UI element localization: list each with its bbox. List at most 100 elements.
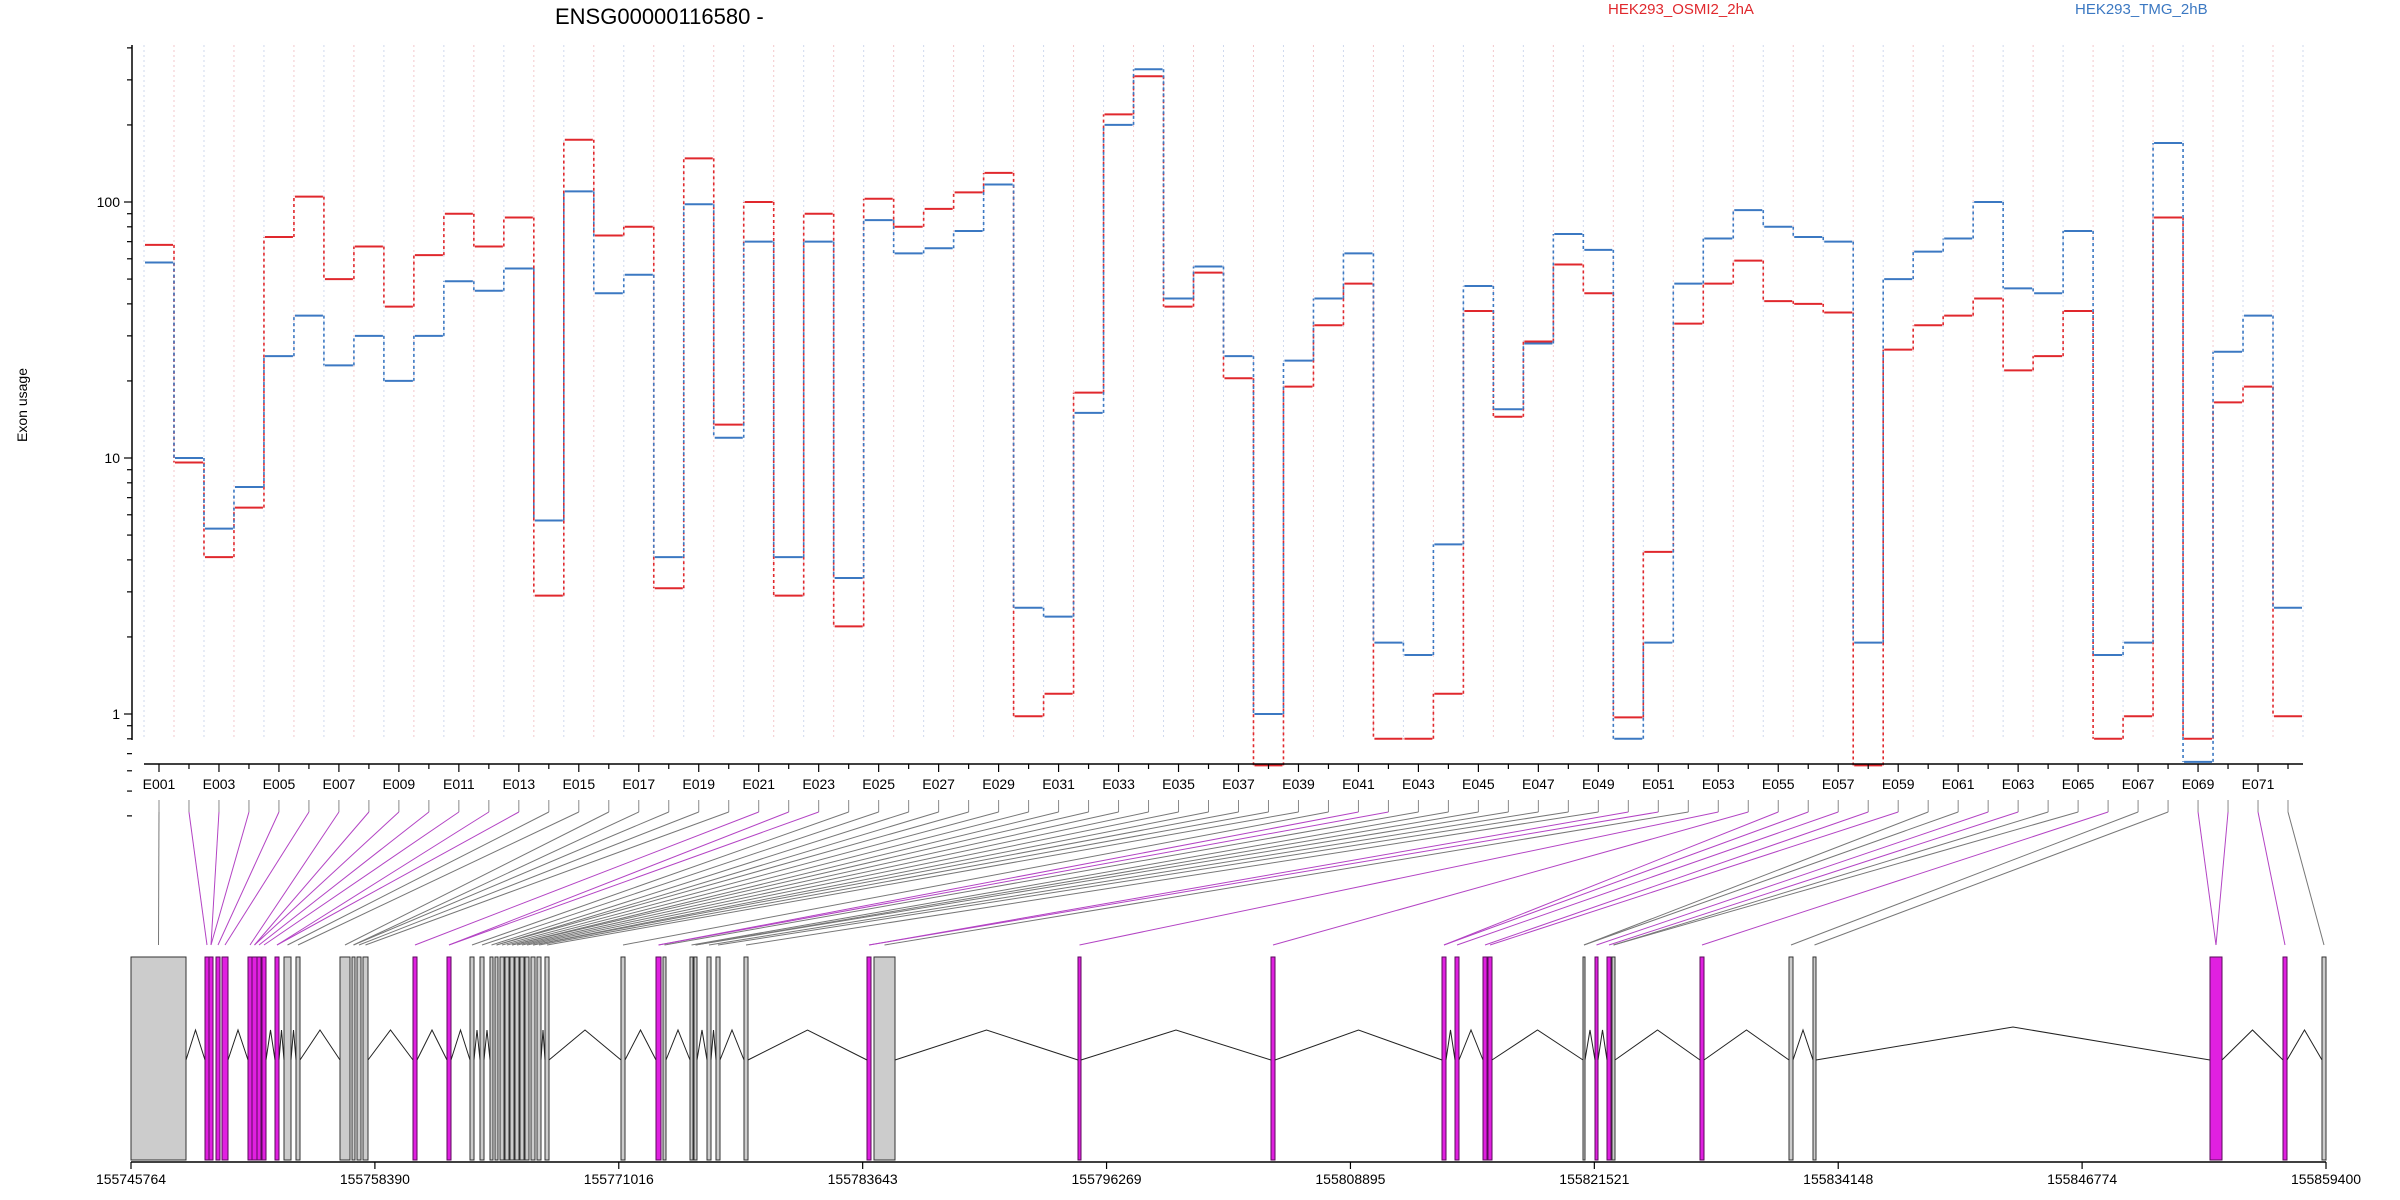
y-tick-label: 10 [104, 450, 120, 466]
exon-block [1700, 957, 1704, 1160]
x-tick-label: E031 [1042, 776, 1075, 792]
exon-block [357, 957, 361, 1160]
exon-block [490, 957, 493, 1160]
intron-line [300, 1030, 340, 1060]
legend-series-2: HEK293_TMG_2hB [2075, 1, 2208, 18]
exon-block [131, 957, 186, 1160]
gene-model [131, 957, 2326, 1160]
x-tick-label: E049 [1582, 776, 1615, 792]
intron-line [1459, 1030, 1483, 1060]
exon-block [1455, 957, 1459, 1160]
connector-line [1815, 812, 2169, 945]
connector-line [211, 812, 219, 945]
genomic-tick-label: 155745764 [96, 1171, 166, 1187]
exon-block [1488, 957, 1492, 1160]
intron-line [711, 1030, 716, 1060]
intron-line [291, 1030, 296, 1060]
x-tick-label: E011 [443, 776, 475, 792]
grid-lines [144, 45, 2303, 740]
genomic-tick-label: 155834148 [1803, 1171, 1873, 1187]
exon-block [222, 957, 228, 1160]
intron-line [748, 1030, 867, 1060]
exon-block [656, 957, 661, 1160]
intron-line [417, 1030, 447, 1060]
exon-block [480, 957, 484, 1160]
exon-block [716, 957, 720, 1160]
connector-line [449, 812, 789, 945]
y-axis-label: Exon usage [14, 368, 30, 442]
exon-block [1583, 957, 1585, 1160]
exon-block [520, 957, 524, 1160]
connector-line [527, 812, 1179, 945]
connector-line [1791, 812, 2138, 945]
exon-connectors [159, 800, 2325, 945]
exon-block [2210, 957, 2222, 1160]
legend-series-1: HEK293_OSMI2_2hA [1608, 1, 1754, 18]
exon-block [515, 957, 519, 1160]
exon-block [1789, 957, 1793, 1160]
connector-line [497, 812, 969, 945]
connector-line [2288, 812, 2324, 945]
exon-block [1483, 957, 1487, 1160]
connector-line [366, 812, 729, 945]
x-tick-label: E009 [383, 776, 416, 792]
intron-line [1275, 1030, 1442, 1060]
intron-line [549, 1030, 621, 1060]
connector-line [264, 812, 459, 945]
x-tick-label: E047 [1522, 776, 1555, 792]
x-tick-label: E021 [742, 776, 775, 792]
x-tick-label: E065 [2062, 776, 2095, 792]
exon-block [690, 957, 693, 1160]
intron-line [1598, 1030, 1607, 1060]
exon-block [2322, 957, 2326, 1160]
x-tick-label: E045 [1462, 776, 1495, 792]
exon-block [531, 957, 535, 1160]
connector-line [211, 812, 249, 945]
exon-block [252, 957, 257, 1160]
intron-line [474, 1030, 480, 1060]
intron-line [2287, 1030, 2322, 1060]
intron-line [1446, 1030, 1455, 1060]
exon-block [470, 957, 474, 1160]
intron-line [1704, 1030, 1789, 1060]
x-tick-label: E055 [1762, 776, 1795, 792]
exon-block [209, 957, 213, 1160]
connector-line [1702, 812, 2108, 945]
connector-line [250, 812, 339, 945]
x-tick-label: E063 [2002, 776, 2035, 792]
exon-block [867, 957, 871, 1160]
exon-block [340, 957, 350, 1160]
connector-line [1444, 812, 1778, 945]
x-tick-label: E023 [802, 776, 835, 792]
chart-title: ENSG00000116580 - [555, 4, 764, 29]
exon-block [545, 957, 549, 1160]
x-tick-label: E039 [1282, 776, 1315, 792]
exon-block [505, 957, 509, 1160]
intron-line [1081, 1030, 1271, 1060]
connector-line [255, 812, 369, 945]
connector-line [218, 812, 279, 945]
connector-line [1444, 812, 1808, 945]
exon-block [1595, 957, 1598, 1160]
connector-line [1584, 812, 1958, 945]
x-tick-label: E017 [622, 776, 655, 792]
connector-line [1584, 812, 1928, 945]
x-tick-label: E005 [263, 776, 296, 792]
genomic-tick-label: 155796269 [1072, 1171, 1142, 1187]
connector-line [696, 812, 1479, 945]
connector-line [1614, 812, 2079, 945]
exon-block [216, 957, 220, 1160]
exon-block [275, 957, 279, 1160]
genomic-tick-label: 155783643 [828, 1171, 898, 1187]
x-tick-label: E037 [1222, 776, 1255, 792]
x-tick-label: E015 [562, 776, 595, 792]
exon-block [284, 957, 291, 1160]
intron-line [666, 1030, 690, 1060]
exon-block [205, 957, 209, 1160]
genomic-tick-label: 155859400 [2291, 1171, 2361, 1187]
x-axis: E001 E003 E005 E007 E009 E011 E013 E015 E017 E019… [143, 764, 2303, 792]
exon-block [1607, 957, 1611, 1160]
genomic-tick-label: 155821521 [1559, 1171, 1629, 1187]
intron-line [625, 1030, 656, 1060]
exon-block [537, 957, 541, 1160]
